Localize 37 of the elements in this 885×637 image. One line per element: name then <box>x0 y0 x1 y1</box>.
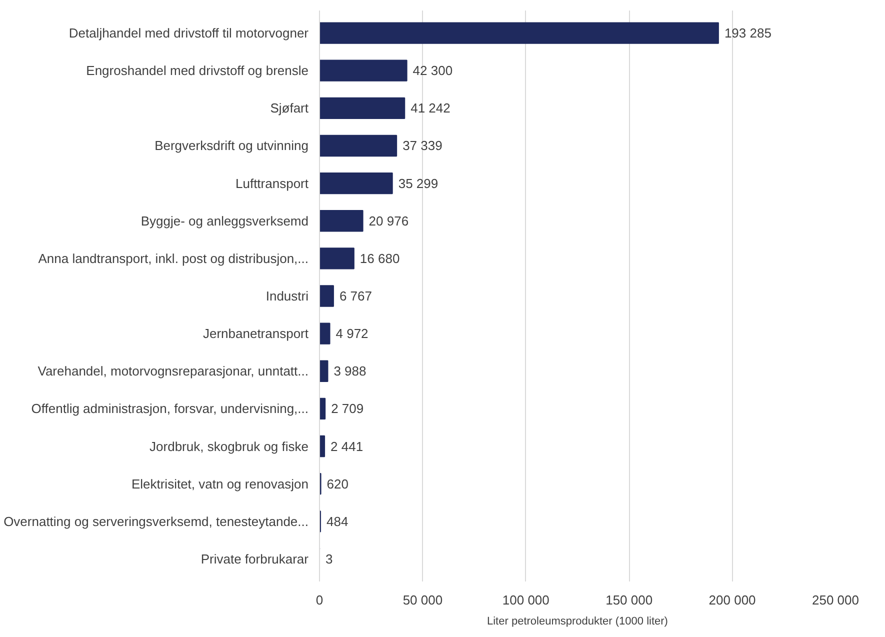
y-tick-label: Engroshandel med drivstoff og brensle <box>86 63 309 78</box>
y-tick-label: Lufttransport <box>236 176 309 191</box>
y-tick-label: Byggje- og anleggsverksemd <box>140 213 309 228</box>
y-tick-label: Detaljhandel med drivstoff til motorvogner <box>68 26 310 41</box>
data-label: 35 299 <box>398 176 438 191</box>
y-tick-label: Bergverksdrift og utvinning <box>154 138 309 154</box>
data-label: 193 285 <box>724 26 772 41</box>
x-tick-label: 250 000 <box>812 592 860 608</box>
x-tick-label: 50 000 <box>402 592 443 608</box>
data-label: 3 988 <box>334 364 366 379</box>
x-axis-title: Liter petroleumsprodukter (1000 liter) <box>487 616 668 628</box>
x-tick-label: 0 <box>316 592 324 608</box>
y-tick-label: Private forbrukarar <box>200 551 310 566</box>
data-label: 484 <box>326 514 348 529</box>
data-label: 42 300 <box>412 63 453 78</box>
data-label: 16 680 <box>360 250 400 266</box>
y-tick-label: Anna landtransport, inkl. post og distribusjon,... <box>38 250 308 266</box>
data-label: 4 972 <box>336 326 368 342</box>
y-tick-label: Industri <box>266 288 309 304</box>
data-label: 3 <box>326 551 333 566</box>
data-label: 2 709 <box>331 401 364 416</box>
x-tick-label: 200 000 <box>708 592 756 608</box>
y-tick-label: Varehandel, motorvognsreparasjonar, unntatt... <box>38 364 309 379</box>
data-label: 2 441 <box>330 438 364 454</box>
data-label: 37 339 <box>402 138 442 154</box>
data-label: 41 242 <box>410 100 450 116</box>
data-label: 20 976 <box>368 213 409 228</box>
x-tick-label: 150 000 <box>606 592 653 608</box>
y-tick-label: Jordbruk, skogbruk og fiske <box>150 438 309 454</box>
y-tick-label: Offentlig administrasjon, forsvar, undervisning,... <box>31 401 309 416</box>
x-tick-label: 100 000 <box>502 592 550 608</box>
data-label: 620 <box>326 476 348 492</box>
y-tick-label: Sjøfart <box>270 100 309 116</box>
y-tick-label: Elektrisitet, vatn og renovasjon <box>131 476 309 492</box>
y-tick-label: Overnatting og serveringsverksemd, tenesteytande... <box>4 514 308 529</box>
data-label: 6 767 <box>339 288 372 304</box>
y-tick-label: Jernbanetransport <box>202 326 309 342</box>
